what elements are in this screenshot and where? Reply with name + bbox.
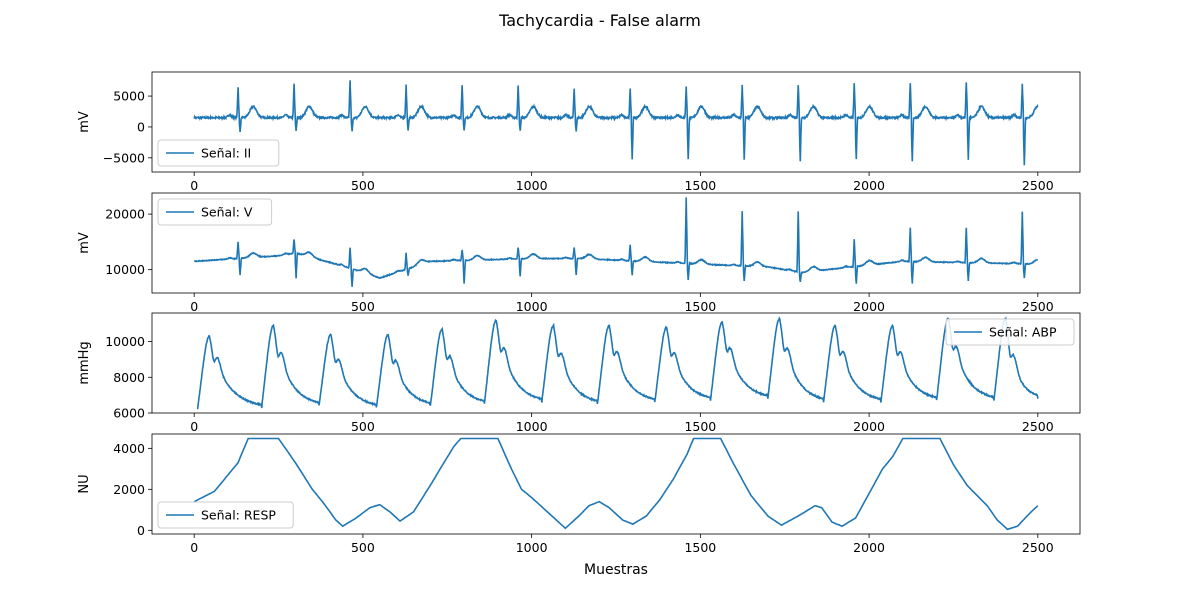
legend: Señal: RESP [157, 501, 294, 529]
legend: Señal: ABP [945, 318, 1075, 346]
y-tick-label: 2000 [113, 482, 145, 497]
y-tick-label: 8000 [113, 370, 145, 385]
y-tick-label: 0 [137, 119, 145, 134]
x-tick-label: 500 [351, 178, 375, 193]
series-line [193, 80, 1039, 166]
y-axis-label: NU [77, 474, 92, 493]
legend-box [157, 139, 280, 167]
legend-box [157, 501, 294, 529]
series-line [196, 316, 1039, 410]
x-tick-label: 2000 [853, 299, 885, 314]
legend: Señal: V [157, 198, 273, 226]
x-tick-label: 2000 [853, 419, 885, 434]
series-line [193, 197, 1038, 287]
panel-resp: 0 500 1000 1500 2000 2500 0 2000 4000 NU Señal: RE… [77, 433, 1081, 555]
x-tick-label: 1500 [684, 419, 716, 434]
panel-abp: 0 500 1000 1500 2000 2500 6000 8000 10000 mmHg Señ… [77, 312, 1081, 434]
x-tick-label: 2500 [1022, 299, 1054, 314]
axes-frame [151, 71, 1081, 173]
axes-frame [151, 192, 1081, 294]
axes-frame [151, 433, 1081, 535]
x-tick-label: 1500 [684, 178, 716, 193]
y-tick-label: 20000 [105, 207, 145, 222]
y-tick-label: 5000 [113, 89, 145, 104]
legend-label: Señal: V [201, 205, 253, 220]
x-tick-label: 1500 [684, 299, 716, 314]
x-tick-label: 500 [351, 540, 375, 555]
y-tick-label: 6000 [113, 406, 145, 421]
x-tick-label: 0 [190, 178, 198, 193]
y-tick-label: −5000 [103, 150, 145, 165]
x-tick-label: 0 [190, 299, 198, 314]
x-tick-label: 1500 [684, 540, 716, 555]
legend-box [945, 318, 1075, 346]
x-tick-label: 500 [351, 299, 375, 314]
y-tick-label: 10000 [105, 262, 145, 277]
legend: Señal: II [157, 139, 280, 167]
y-tick-label: 0 [137, 523, 145, 538]
figure-title: Tachycardia - False alarm [498, 11, 701, 30]
x-tick-label: 2500 [1022, 419, 1054, 434]
x-tick-label: 0 [190, 419, 198, 434]
x-tick-label: 2000 [853, 178, 885, 193]
y-tick-label: 4000 [113, 441, 145, 456]
y-axis-label: mV [77, 111, 92, 133]
panel-ecg-v: 0 500 1000 1500 2000 2500 10000 20000 mV Señal: V [77, 192, 1081, 314]
x-tick-label: 2500 [1022, 540, 1054, 555]
x-tick-label: 1000 [516, 299, 548, 314]
x-tick-label: 1000 [516, 540, 548, 555]
x-tick-label: 2000 [853, 540, 885, 555]
x-tick-label: 1000 [516, 419, 548, 434]
x-tick-label: 1000 [516, 178, 548, 193]
legend-box [157, 198, 273, 226]
y-axis-label: mmHg [77, 341, 92, 384]
legend-label: Señal: II [201, 146, 251, 161]
x-axis-label: Muestras [584, 562, 648, 578]
legend-label: Señal: RESP [201, 508, 276, 523]
series-line [193, 437, 1039, 531]
y-axis-label: mV [77, 232, 92, 254]
axes-frame [151, 312, 1081, 414]
x-tick-label: 2500 [1022, 178, 1054, 193]
panel-ecg-ii: 0 500 1000 1500 2000 2500 −5000 0 5000 mV Señal: I… [77, 71, 1081, 193]
legend-label: Señal: ABP [989, 325, 1057, 340]
y-tick-label: 10000 [105, 334, 145, 349]
x-tick-label: 500 [351, 419, 375, 434]
x-tick-label: 0 [190, 540, 198, 555]
